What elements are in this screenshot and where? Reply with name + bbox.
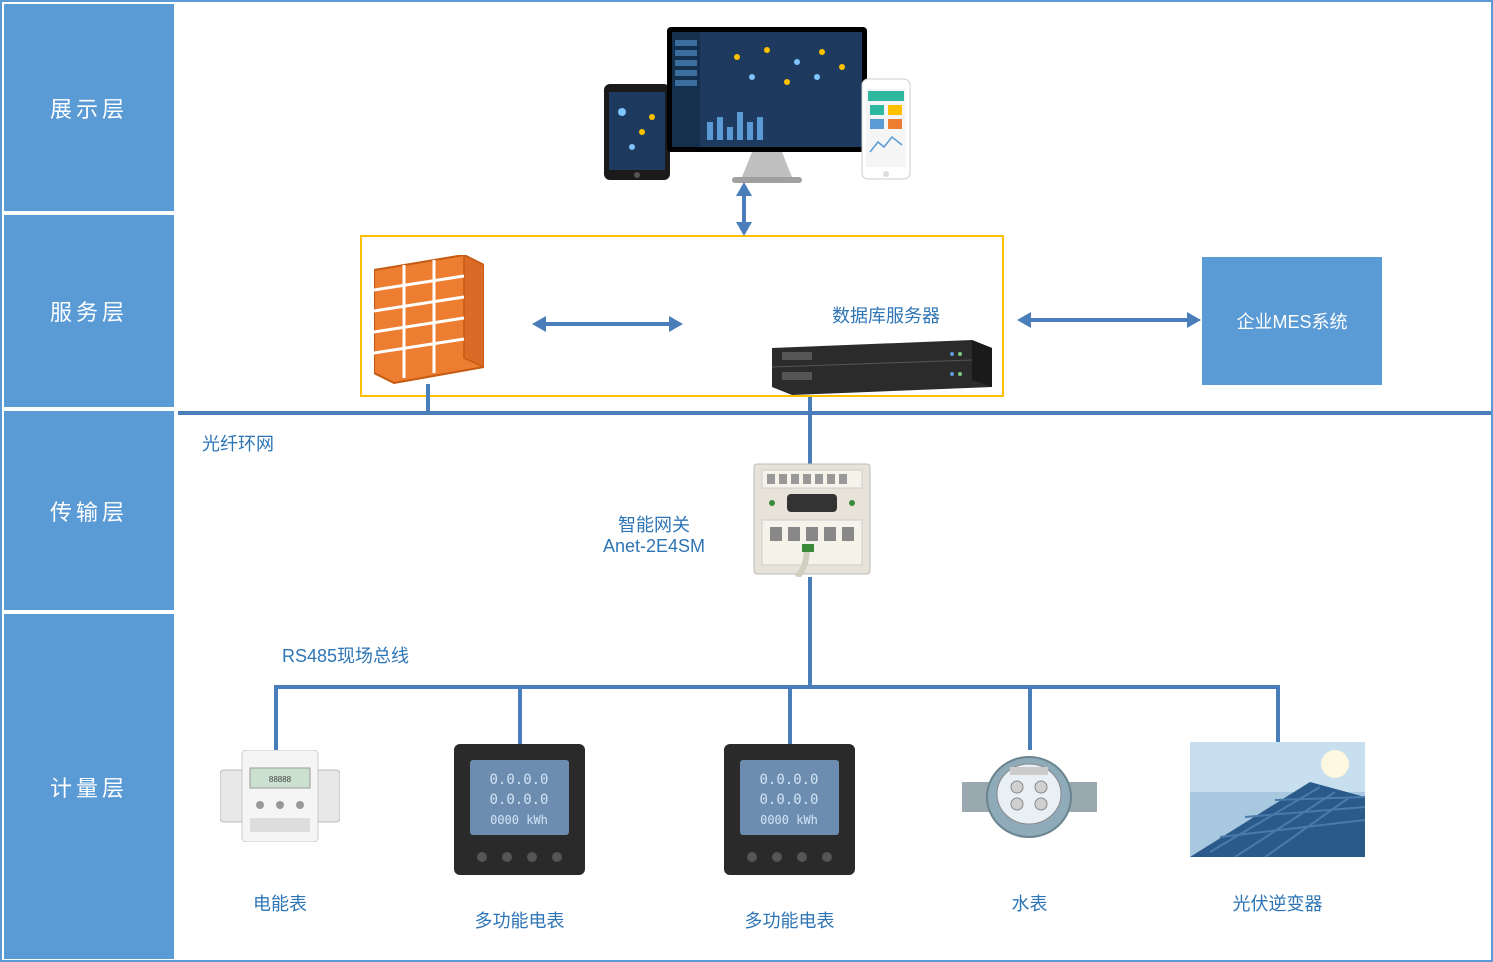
multi-meter-1-label: 多功能电表 — [452, 907, 587, 933]
gateway-to-bus-line — [808, 577, 812, 685]
svg-text:0.0.0.0: 0.0.0.0 — [759, 792, 818, 808]
layer-service: 服务层 — [4, 215, 174, 407]
layer-display: 展示层 — [4, 4, 174, 211]
arrow-right-2 — [1187, 312, 1201, 328]
multi-meter-1-icon: 0.0.0.0 0.0.0.0 0000 kWh — [452, 742, 587, 877]
multi-meter-2-label: 多功能电表 — [722, 907, 857, 933]
arrow-line-v1 — [742, 195, 746, 223]
arrow-up-1 — [736, 182, 752, 196]
arrow-left-2 — [1017, 312, 1031, 328]
drop-3 — [788, 685, 792, 745]
drop-1 — [274, 685, 278, 750]
display-devices-group — [602, 22, 922, 192]
arrow-down-1 — [736, 222, 752, 236]
pv-inverter-label: 光伏逆变器 — [1190, 890, 1365, 916]
gateway-label-2: Anet-2E4SM — [584, 536, 724, 557]
pv-inverter-icon — [1190, 742, 1365, 857]
arrow-line-h2 — [1030, 318, 1188, 322]
arrow-right-1 — [669, 316, 683, 332]
arrow-left-1 — [532, 316, 546, 332]
fiber-ring-line — [178, 411, 1491, 415]
fiber-ring-label: 光纤环网 — [202, 430, 274, 456]
energy-meter-label: 电能表 — [220, 890, 340, 916]
arrow-line-h1 — [545, 322, 670, 326]
rs485-bus-line — [274, 685, 1280, 689]
water-meter-icon — [962, 752, 1097, 842]
multi-meter-2-icon: 0.0.0.0 0.0.0.0 0000 kWh — [722, 742, 857, 877]
rs485-label: RS485现场总线 — [282, 642, 409, 668]
database-server-label: 数据库服务器 — [832, 302, 940, 328]
drop-4 — [1028, 685, 1032, 750]
layer-transport: 传输层 — [4, 411, 174, 610]
drop-5 — [1276, 685, 1280, 745]
drop-2 — [518, 685, 522, 745]
svg-text:0.0.0.0: 0.0.0.0 — [489, 772, 548, 788]
svg-text:0.0.0.0: 0.0.0.0 — [489, 792, 548, 808]
server-to-gateway-line — [808, 397, 812, 465]
phone-icon — [860, 77, 912, 182]
layer-measure: 计量层 — [4, 614, 174, 959]
gateway-label-1: 智能网关 — [584, 511, 724, 537]
server-icon — [772, 340, 992, 395]
svg-text:88888: 88888 — [269, 775, 292, 784]
water-meter-label: 水表 — [962, 890, 1097, 916]
firewall-icon — [374, 255, 484, 385]
mes-system-label: 企业MES系统 — [1236, 308, 1347, 334]
mes-system-box: 企业MES系统 — [1202, 257, 1382, 385]
svg-text:0000 kWh: 0000 kWh — [490, 813, 548, 827]
firewall-drop-line — [426, 384, 430, 413]
svg-text:0.0.0.0: 0.0.0.0 — [759, 772, 818, 788]
energy-meter-icon: 88888 — [220, 750, 340, 842]
monitor-icon — [657, 22, 877, 187]
gateway-icon — [752, 462, 872, 577]
svg-text:0000 kWh: 0000 kWh — [760, 813, 818, 827]
